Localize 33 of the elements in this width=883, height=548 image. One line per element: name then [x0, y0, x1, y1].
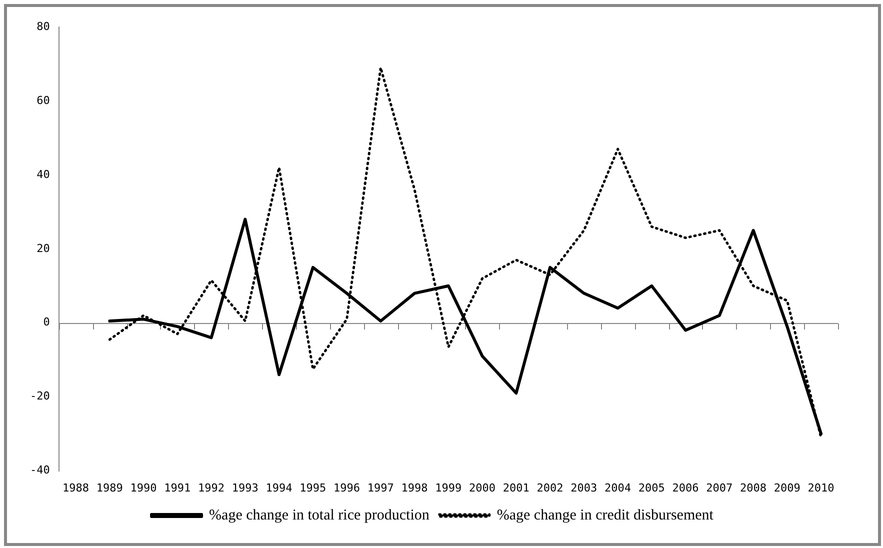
legend-label: %age change in credit disbursement [496, 507, 714, 524]
x-tick-label: 1992 [198, 481, 225, 494]
x-tick-label: 2007 [706, 481, 733, 494]
x-tick-label: 1998 [401, 481, 428, 494]
x-tick-label: 2000 [469, 481, 496, 494]
x-tick-label: 1997 [367, 481, 394, 494]
legend-label: %age change in total rice production [209, 507, 430, 524]
x-tick-label: 2003 [570, 481, 598, 494]
x-tick-label: 2008 [740, 481, 767, 494]
x-tick-label: 1999 [435, 481, 462, 494]
y-tick-label: 0 [43, 316, 50, 329]
x-tick-label: 2002 [536, 481, 564, 494]
x-tick-label: 1989 [96, 481, 123, 494]
x-tick-label: 2006 [672, 481, 699, 494]
x-tick-label: 1991 [164, 481, 191, 494]
x-tick-label: 1995 [300, 481, 326, 494]
y-tick-label: 80 [36, 20, 50, 33]
x-tick-label: 2001 [502, 481, 530, 494]
x-tick-label: 2005 [638, 481, 665, 494]
x-tick-label: 2009 [774, 481, 800, 494]
x-tick-label: 2010 [808, 481, 834, 494]
x-tick-label: 1988 [62, 481, 90, 494]
y-tick-label: -20 [30, 390, 50, 403]
y-tick-label: 20 [36, 242, 50, 255]
x-tick-label: 1993 [232, 481, 258, 494]
x-tick-label: 2004 [604, 481, 632, 494]
x-tick-label: 1994 [266, 481, 293, 494]
y-tick-label: 40 [36, 168, 50, 181]
y-tick-label: -40 [30, 464, 50, 477]
x-tick-label: 1996 [334, 481, 360, 494]
line-series [108, 66, 822, 439]
y-tick-label: 60 [36, 94, 50, 107]
x-tick-label: 1990 [130, 481, 157, 494]
